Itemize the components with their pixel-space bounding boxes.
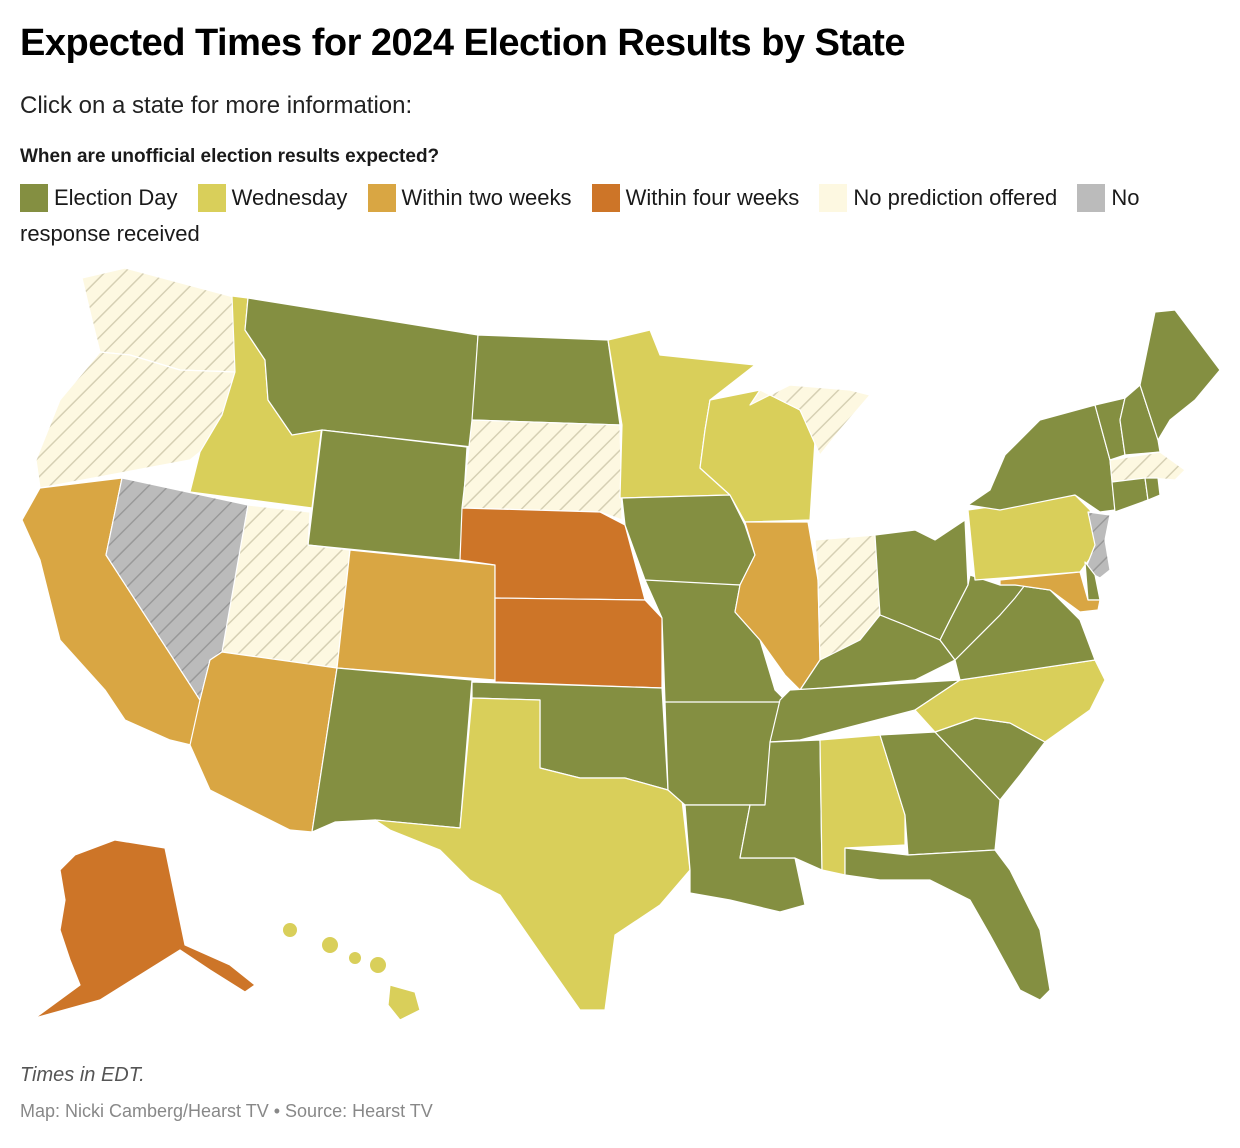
legend-item-two-weeks: Within two weeks: [367, 184, 572, 212]
state-ak[interactable]: [34, 839, 256, 1019]
states-layer: [21, 267, 1221, 1021]
state-nc[interactable]: [914, 659, 1106, 743]
state-ia[interactable]: [621, 494, 756, 586]
legend: Election Day Wednesday Within two weeks …: [20, 180, 1230, 252]
legend-swatch: [591, 184, 620, 212]
legend-label: Election Day: [54, 185, 178, 210]
state-nd[interactable]: [471, 334, 621, 426]
legend-swatch: [367, 184, 396, 212]
footnote: Times in EDT.: [20, 1064, 145, 1086]
legend-title: When are unofficial election results exp…: [20, 146, 440, 167]
credit-line: Map: Nicki Camberg/Hearst TV • Source: H…: [20, 1101, 433, 1121]
legend-label: Within two weeks: [401, 185, 572, 210]
legend-label: No response received: [20, 185, 1140, 246]
state-nm[interactable]: [311, 667, 473, 833]
state-hi[interactable]: [387, 984, 421, 1021]
page-title: Expected Times for 2024 Election Results…: [20, 22, 906, 64]
state-ks[interactable]: [494, 597, 663, 689]
state-co[interactable]: [336, 549, 496, 681]
state-az[interactable]: [189, 651, 338, 833]
legend-label: No prediction offered: [853, 185, 1058, 210]
state-ri[interactable]: [1144, 477, 1161, 501]
legend-label: Within four weeks: [625, 185, 800, 210]
legend-item-wednesday: Wednesday: [197, 184, 348, 212]
legend-swatch: [197, 184, 226, 212]
state-hi-island[interactable]: [283, 923, 297, 937]
state-fl[interactable]: [844, 847, 1051, 1001]
legend-label: Wednesday: [231, 185, 348, 210]
state-ct[interactable]: [1111, 477, 1149, 513]
state-mi[interactable]: [749, 384, 871, 456]
legend-swatch: [819, 184, 848, 212]
legend-item-four-weeks: Within four weeks: [591, 184, 800, 212]
state-tx[interactable]: [374, 697, 691, 1011]
legend-item-no-prediction: No prediction offered: [819, 184, 1058, 212]
state-ny[interactable]: [967, 404, 1116, 513]
state-il[interactable]: [734, 521, 821, 691]
state-hi-island[interactable]: [349, 952, 361, 964]
state-sd[interactable]: [461, 419, 623, 521]
state-hi-island[interactable]: [322, 937, 338, 953]
legend-item-election-day: Election Day: [20, 184, 178, 212]
state-md[interactable]: [999, 571, 1101, 613]
legend-item-no-response: No response received: [20, 184, 1140, 246]
state-hi-island[interactable]: [370, 957, 386, 973]
page-subtitle: Click on a state for more information:: [20, 92, 413, 119]
legend-swatch: [20, 184, 48, 212]
state-nj[interactable]: [1084, 511, 1111, 579]
legend-swatch: [1077, 184, 1106, 212]
state-me[interactable]: [1139, 309, 1221, 441]
state-wy[interactable]: [307, 429, 468, 561]
us-map: [21, 267, 1221, 1021]
